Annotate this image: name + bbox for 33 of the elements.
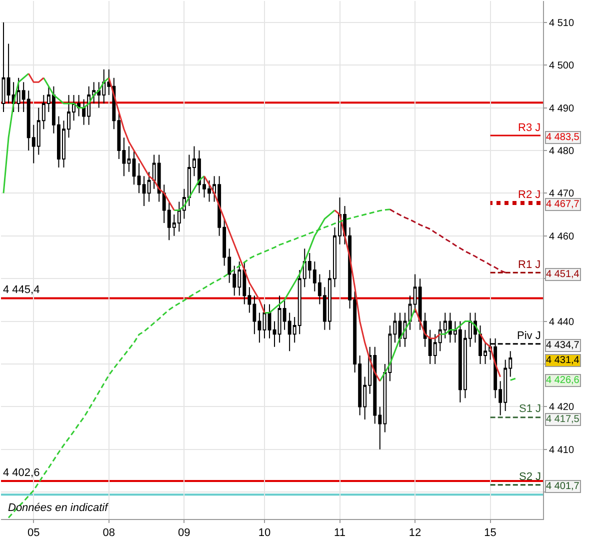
x-tick-label: 10 [258,527,271,540]
annotation: Données en indicatif [8,502,109,514]
data-label: 4 451,4 [546,269,580,280]
text: 4 431,4 [546,355,580,366]
x-tick-label: 12 [408,527,422,540]
data-label: 4 401,7 [546,481,580,492]
x-tick-label: 05 [27,527,40,540]
y-tick-label: 4 440 [549,316,574,328]
series-label: S2 J [519,471,542,483]
x-tick-label: 09 [178,527,190,540]
y-tick-label: 4 500 [549,60,574,72]
series-label: S1 J [519,403,542,415]
x-tick-label: 15 [484,527,496,540]
data-label: 4 417,5 [546,414,580,425]
ref-line-label: 4 402,6 [3,467,40,479]
y-tick-label: 4 460 [549,231,574,242]
y-tick-label: 4 510 [549,18,574,29]
x-tick-label: 08 [102,527,116,540]
data-label: 4 483,5 [546,132,580,143]
y-tick-label: 4 420 [549,402,574,414]
y-tick-label: 4 480 [549,146,574,157]
series-label: R2 J [518,189,541,201]
y-tick-label: 4 470 [549,188,574,200]
text: 4 426,6 [546,375,580,386]
data-label: 4 434,7 [546,340,580,351]
series-label: R3 J [518,122,541,134]
y-tick-label: 4 490 [549,103,574,114]
x-tick-label: 11 [334,527,346,540]
ref-line-label: 4 445,4 [3,284,40,296]
series-label: Piv J [517,330,541,342]
data-label: 4 467,7 [546,199,580,210]
series-label: R1 J [518,259,541,271]
y-tick-label: 4 410 [549,444,574,456]
